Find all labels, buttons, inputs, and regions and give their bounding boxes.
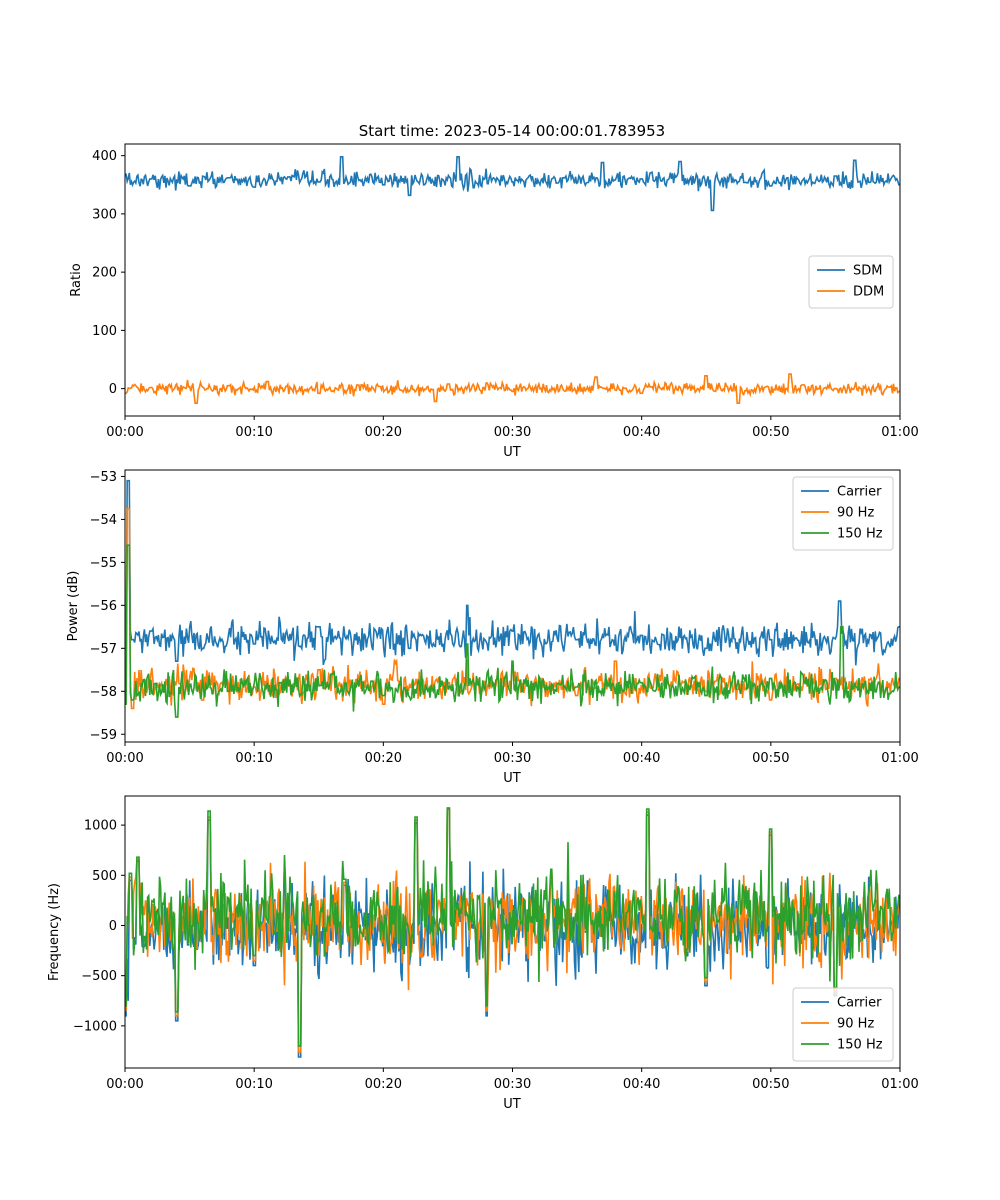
power-y-tick-label: −59	[90, 728, 117, 743]
power-y-tick-label: −54	[90, 513, 117, 528]
frequency-series-150-hz	[125, 807, 900, 1047]
power-x-tick-label: 00:50	[752, 751, 789, 766]
frequency-y-tick-label: −500	[81, 969, 117, 984]
frequency-x-tick-label: 00:30	[494, 1077, 531, 1092]
power-y-tick-label: −57	[90, 642, 117, 657]
power-legend-label: Carrier	[837, 485, 882, 500]
power-x-tick-label: 00:40	[623, 751, 660, 766]
ratio-legend-label: DDM	[853, 285, 884, 300]
power-x-tick-label: 00:00	[106, 751, 143, 766]
power-series-carrier	[125, 479, 900, 666]
ratio-ticks: 00:00 00:10 00:20 00:30 00:40 00:50 01:00 0 100 2…	[92, 149, 919, 440]
power-series-150-hz	[125, 544, 900, 718]
figure-title: Start time: 2023-05-14 00:00:01.783953	[359, 122, 665, 140]
ratio-legend: SDM DDM	[808, 255, 894, 309]
frequency-x-axis-label: UT	[503, 1097, 521, 1112]
frequency-x-tick-label: 00:20	[365, 1077, 402, 1092]
frequency-y-tick-label: 0	[109, 919, 117, 934]
frequency-legend-label: 150 Hz	[837, 1038, 883, 1053]
ratio-legend-box	[808, 255, 894, 309]
power-panel: 00:00 00:10 00:20 00:30 00:40 00:50 01:00 −59 −5…	[66, 469, 919, 786]
ratio-legend-label: SDM	[853, 264, 882, 279]
frequency-y-axis-label: Frequency (Hz)	[47, 883, 62, 981]
power-legend: Carrier 90 Hz 150 Hz	[792, 476, 894, 551]
power-x-tick-label: 00:30	[494, 751, 531, 766]
ratio-y-tick-label: 0	[109, 382, 117, 397]
frequency-x-tick-label: 01:00	[881, 1077, 918, 1092]
power-x-axis-label: UT	[503, 771, 521, 786]
ratio-x-tick-label: 00:00	[106, 425, 143, 440]
power-legend-box	[792, 476, 894, 551]
frequency-legend-label: 90 Hz	[837, 1017, 874, 1032]
frequency-panel: 00:00 00:10 00:20 00:30 00:40 00:50 01:00 −1000…	[47, 795, 919, 1112]
power-y-tick-label: −53	[90, 470, 117, 485]
ratio-y-axis-label: Ratio	[69, 263, 84, 296]
frequency-ticks: 00:00 00:10 00:20 00:30 00:40 00:50 01:00 −1000…	[73, 819, 919, 1092]
power-axes-frame	[124, 469, 901, 743]
power-series-layer	[125, 479, 900, 718]
ratio-x-tick-label: 00:50	[752, 425, 789, 440]
ratio-series-layer	[125, 156, 900, 404]
frequency-x-tick-label: 00:00	[106, 1077, 143, 1092]
ratio-x-tick-label: 00:20	[365, 425, 402, 440]
power-x-tick-label: 00:20	[365, 751, 402, 766]
frequency-series-layer	[125, 807, 900, 1058]
ratio-x-tick-label: 00:10	[235, 425, 272, 440]
power-x-tick-label: 00:10	[235, 751, 272, 766]
ratio-x-axis-label: UT	[503, 445, 521, 460]
frequency-y-tick-label: 500	[92, 869, 117, 884]
ratio-y-tick-label: 100	[92, 324, 117, 339]
frequency-legend-label: Carrier	[837, 996, 882, 1011]
ratio-series-sdm	[125, 156, 900, 212]
frequency-y-tick-label: 1000	[84, 819, 117, 834]
ratio-y-tick-label: 300	[92, 207, 117, 222]
power-x-tick-label: 01:00	[881, 751, 918, 766]
power-y-tick-label: −56	[90, 599, 117, 614]
frequency-legend: Carrier 90 Hz 150 Hz	[792, 987, 894, 1062]
frequency-x-tick-label: 00:40	[623, 1077, 660, 1092]
power-legend-label: 90 Hz	[837, 506, 874, 521]
frequency-y-tick-label: −1000	[73, 1019, 117, 1034]
ratio-y-tick-label: 400	[92, 149, 117, 164]
ratio-axes-frame	[124, 143, 901, 417]
power-y-tick-label: −55	[90, 556, 117, 571]
ratio-panel: 00:00 00:10 00:20 00:30 00:40 00:50 01:00 0 100 2…	[69, 143, 919, 460]
frequency-x-tick-label: 00:10	[235, 1077, 272, 1092]
power-legend-label: 150 Hz	[837, 527, 883, 542]
power-ticks: 00:00 00:10 00:20 00:30 00:40 00:50 01:00 −59 −5…	[90, 470, 919, 766]
power-y-axis-label: Power (dB)	[66, 571, 81, 642]
frequency-x-tick-label: 00:50	[752, 1077, 789, 1092]
ratio-x-tick-label: 00:40	[623, 425, 660, 440]
ratio-x-tick-label: 00:30	[494, 425, 531, 440]
ratio-x-tick-label: 01:00	[881, 425, 918, 440]
ratio-series-ddm	[125, 373, 900, 404]
ratio-y-tick-label: 200	[92, 266, 117, 281]
frequency-legend-box	[792, 987, 894, 1062]
power-y-tick-label: −58	[90, 685, 117, 700]
